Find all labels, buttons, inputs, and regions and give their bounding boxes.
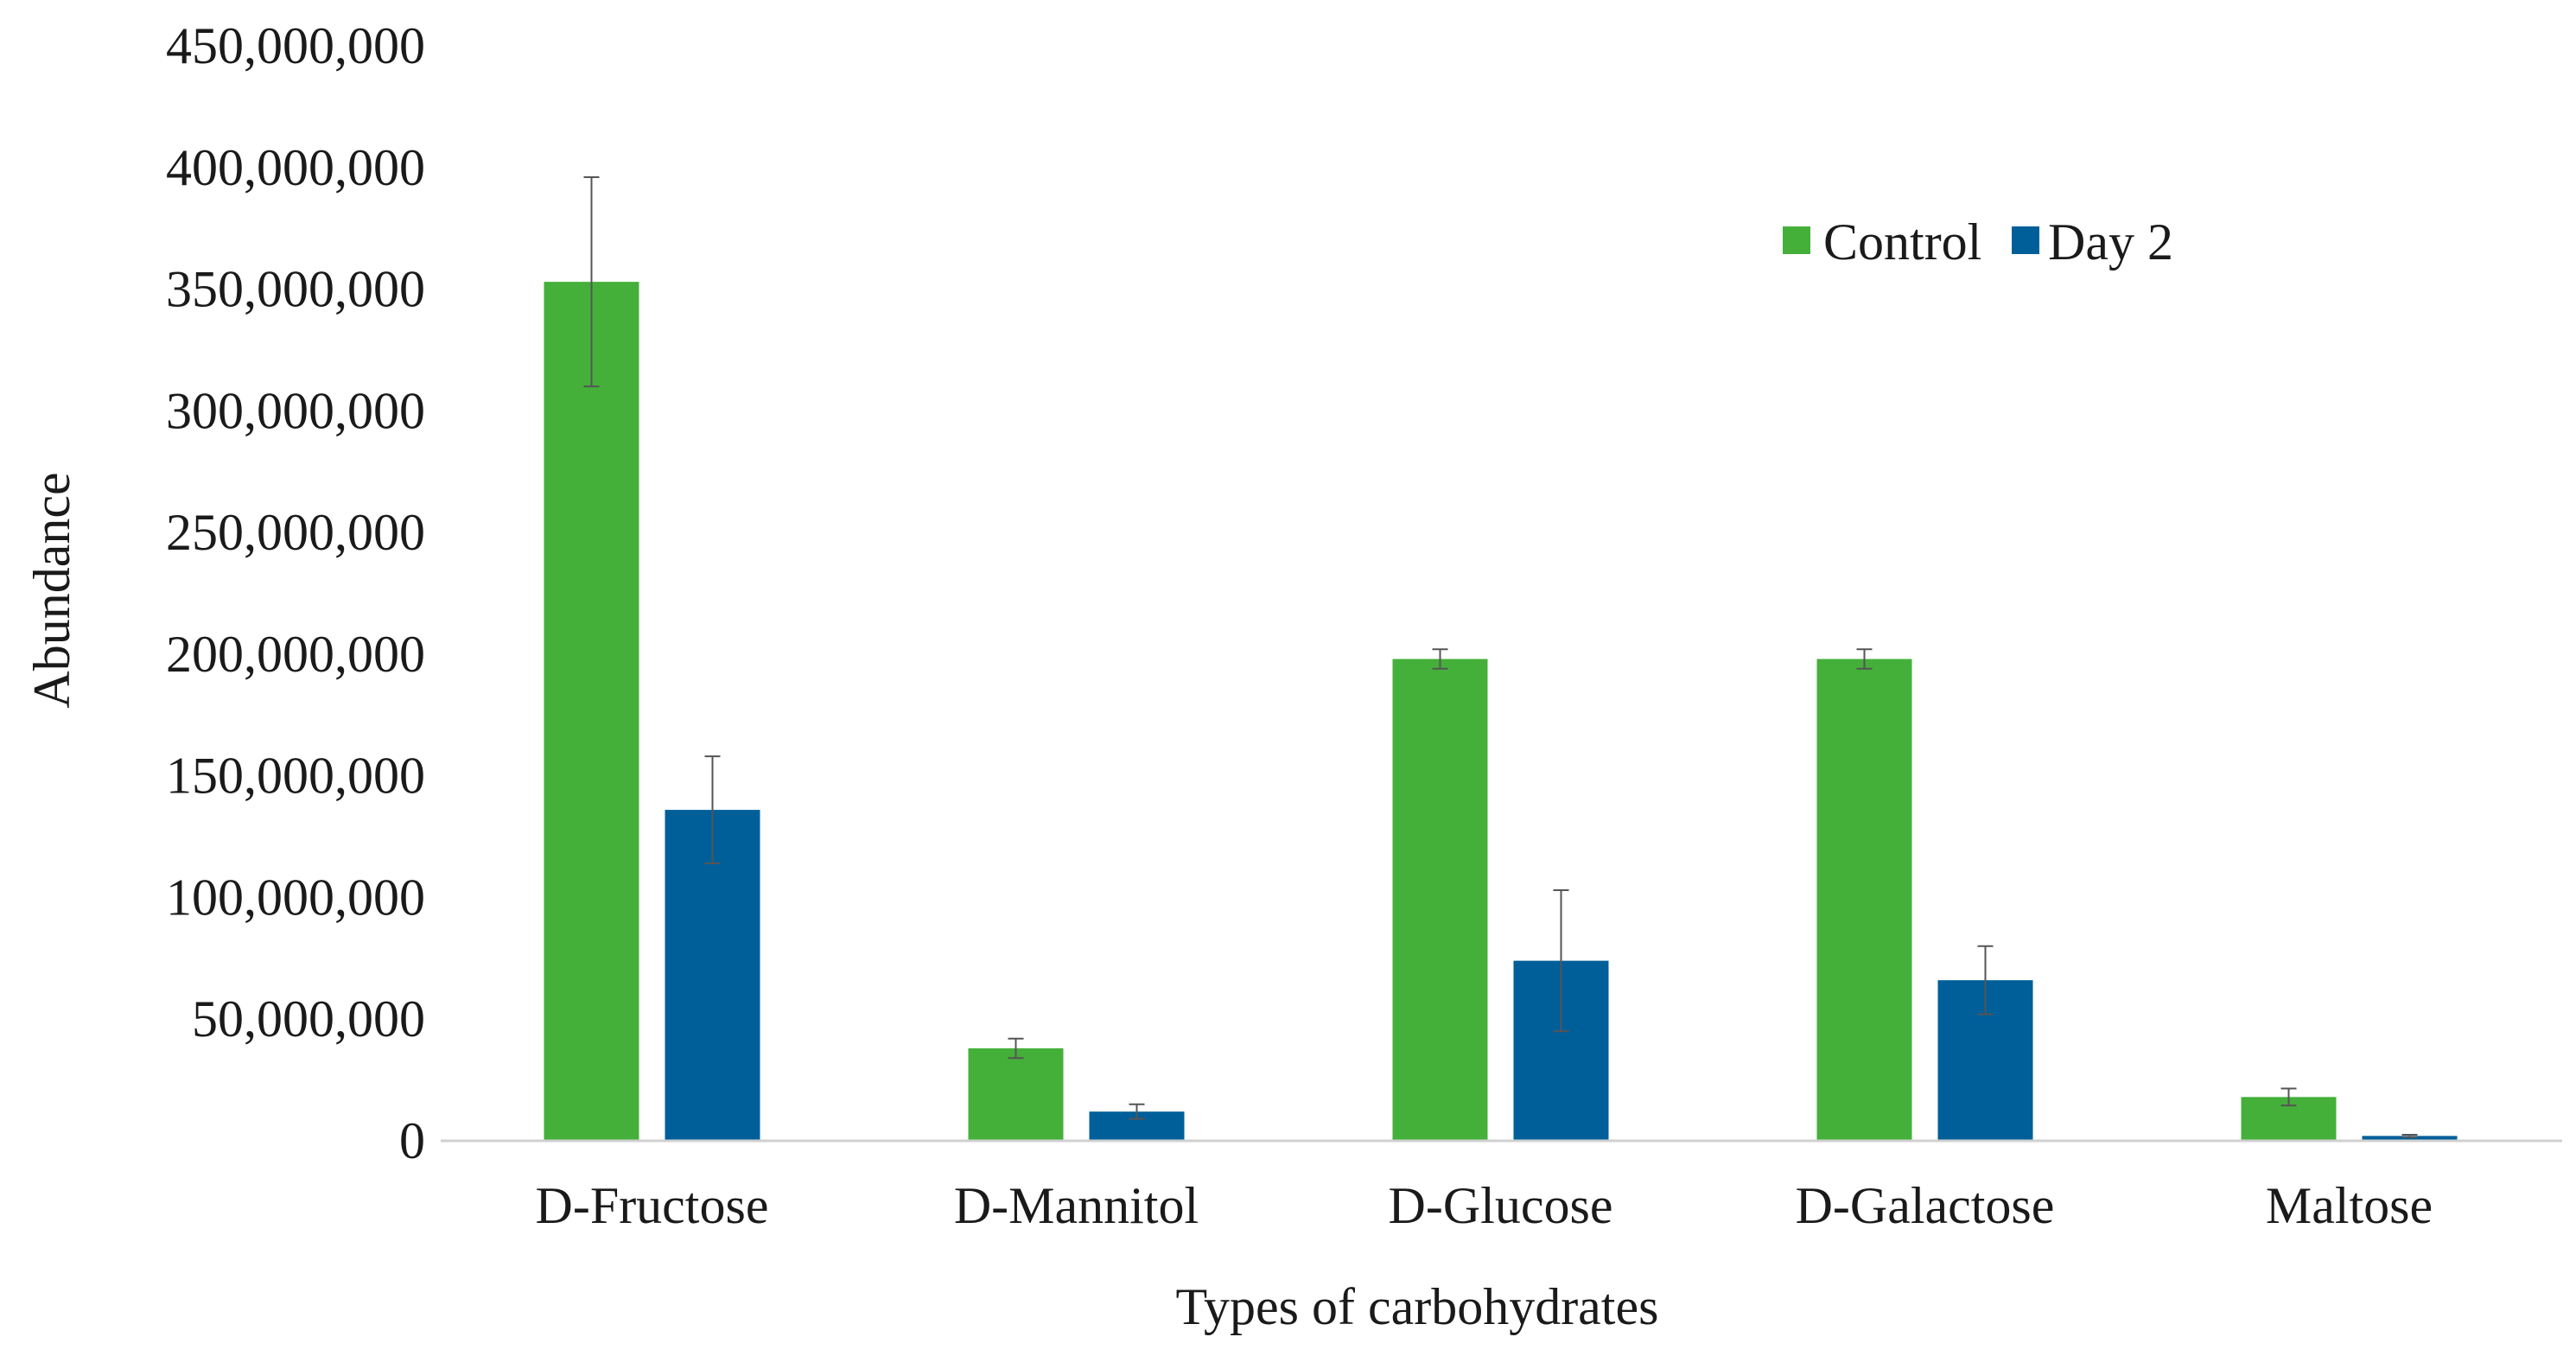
legend-label-day-2: Day 2	[2048, 213, 2173, 271]
error-bar-control-d-glucose	[1432, 648, 1448, 670]
bar-control-d-galactose	[1816, 659, 1912, 1141]
y-tick-label: 200,000,000	[166, 626, 425, 683]
legend: Control Day 2	[1783, 213, 2173, 271]
y-tick-label: 0	[399, 1112, 425, 1169]
bar-series	[544, 282, 2458, 1141]
y-tick-label: 100,000,000	[166, 869, 425, 926]
error-bar-day-2-d-mannitol	[1129, 1103, 1145, 1120]
x-category-label-d-galactose: D-Galactose	[1796, 1177, 2055, 1234]
y-axis-ticks: 0 50,000,000 100,000,000 150,000,000 200,000…	[166, 17, 425, 1169]
y-tick-label: 150,000,000	[166, 748, 425, 805]
x-category-label-maltose: Maltose	[2266, 1177, 2433, 1234]
error-bars	[583, 176, 2418, 1138]
error-bar-control-d-mannitol	[1008, 1037, 1024, 1060]
x-category-label-d-mannitol: D-Mannitol	[954, 1177, 1199, 1234]
bar-control-d-glucose	[1392, 659, 1488, 1141]
bar-control-d-mannitol	[968, 1048, 1064, 1141]
error-bar-day-2-maltose	[2401, 1133, 2418, 1138]
error-bar-control-d-fructose	[583, 176, 600, 388]
y-tick-label: 50,000,000	[192, 990, 425, 1047]
y-tick-label: 400,000,000	[166, 139, 425, 196]
x-category-label-d-glucose: D-Glucose	[1389, 1177, 1613, 1234]
legend-swatch-control	[1783, 226, 1810, 254]
x-axis-category-labels: D-Fructose D-Mannitol D-Glucose D-Galactose…	[536, 1177, 2433, 1234]
bar-day-2-d-fructose	[665, 810, 760, 1141]
y-tick-label: 300,000,000	[166, 382, 425, 439]
y-tick-label: 250,000,000	[166, 504, 425, 561]
y-tick-label: 450,000,000	[166, 17, 425, 74]
error-bar-control-d-galactose	[1856, 648, 1873, 670]
legend-label-control: Control	[1823, 213, 1981, 271]
y-tick-label: 350,000,000	[166, 261, 425, 318]
legend-swatch-day-2	[2012, 226, 2039, 254]
x-category-label-d-fructose: D-Fructose	[536, 1177, 769, 1234]
bar-control-d-fructose	[544, 282, 639, 1141]
x-axis-title: Types of carbohydrates	[1176, 1278, 1659, 1335]
error-bar-control-maltose	[2280, 1087, 2297, 1107]
bar-day-2-maltose	[2362, 1136, 2458, 1141]
y-axis-title: Abundance	[23, 472, 80, 708]
error-bar-day-2-d-glucose	[1553, 888, 1569, 1033]
error-bar-day-2-d-galactose	[1977, 945, 1994, 1015]
error-bar-day-2-d-fructose	[704, 755, 721, 865]
